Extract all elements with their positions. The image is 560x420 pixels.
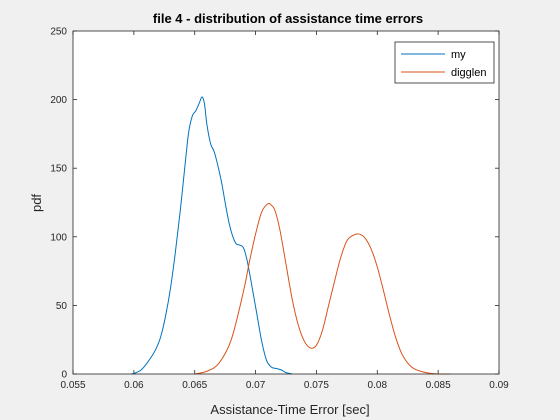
- x-tick-label: 0.07: [246, 380, 266, 391]
- y-tick-label: 250: [50, 27, 67, 38]
- series-line-digglen: [194, 202, 451, 375]
- axes-background: [73, 31, 499, 374]
- x-tick-label: 0.075: [304, 380, 329, 391]
- y-tick-label: 100: [50, 232, 67, 243]
- x-tick-label: 0.09: [489, 380, 509, 391]
- y-tick-label: 200: [50, 95, 67, 106]
- x-tick-label: 0.08: [368, 380, 388, 391]
- series-layer: [131, 96, 451, 375]
- legend-label-digglen: digglen: [451, 67, 486, 79]
- legend-label-my: my: [451, 49, 466, 61]
- y-tick-label: 0: [61, 370, 67, 381]
- series-line-my: [131, 96, 293, 375]
- x-tick-label: 0.065: [182, 380, 207, 391]
- legend-box: [394, 41, 495, 84]
- y-tick-label: 50: [56, 301, 68, 312]
- y-axis-label: pdf: [29, 194, 44, 212]
- x-tick-label: 0.085: [426, 380, 451, 391]
- y-tick-label: 150: [50, 164, 67, 175]
- axes-box: [72, 30, 500, 375]
- x-axis-label: Assistance-Time Error [sec]: [210, 402, 369, 417]
- chart-title: file 4 - distribution of assistance time…: [153, 11, 423, 26]
- x-tick-label: 0.06: [124, 380, 144, 391]
- legend: my digglen: [394, 41, 495, 84]
- x-tick-label: 0.055: [60, 380, 85, 391]
